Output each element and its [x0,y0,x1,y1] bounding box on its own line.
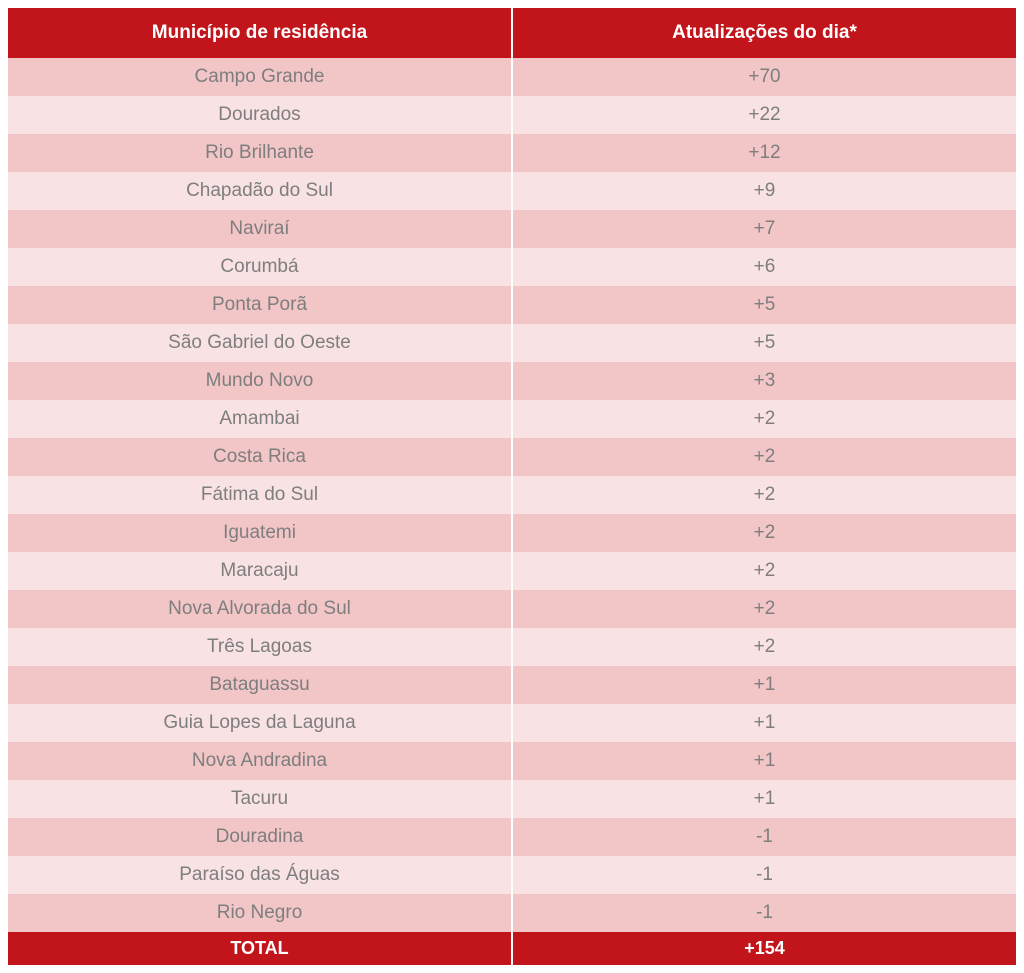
table-row: Três Lagoas+2 [8,628,1016,666]
cell-municipio: Maracaju [8,552,512,590]
cell-atualizacao: +9 [512,172,1016,210]
table-row: Fátima do Sul+2 [8,476,1016,514]
table-row: Nova Alvorada do Sul+2 [8,590,1016,628]
table-row: Tacuru+1 [8,780,1016,818]
cell-municipio: Iguatemi [8,514,512,552]
cell-municipio: Nova Andradina [8,742,512,780]
cell-atualizacao: -1 [512,856,1016,894]
cell-atualizacao: +1 [512,742,1016,780]
cell-atualizacao: +2 [512,476,1016,514]
cell-municipio: Naviraí [8,210,512,248]
cell-municipio: Chapadão do Sul [8,172,512,210]
table-row: Paraíso das Águas-1 [8,856,1016,894]
cell-atualizacao: +1 [512,704,1016,742]
table-footer: TOTAL +154 [8,932,1016,965]
cell-atualizacao: +7 [512,210,1016,248]
cell-municipio: Dourados [8,96,512,134]
table-row: São Gabriel do Oeste+5 [8,324,1016,362]
table-row: Guia Lopes da Laguna+1 [8,704,1016,742]
cell-municipio: Mundo Novo [8,362,512,400]
table-row: Chapadão do Sul+9 [8,172,1016,210]
table-row: Costa Rica+2 [8,438,1016,476]
cell-municipio: Ponta Porã [8,286,512,324]
cell-atualizacao: -1 [512,818,1016,856]
cell-municipio: Rio Brilhante [8,134,512,172]
table-row: Amambai+2 [8,400,1016,438]
cell-atualizacao: +5 [512,286,1016,324]
cell-atualizacao: +2 [512,628,1016,666]
cell-atualizacao: +70 [512,58,1016,96]
table-row: Ponta Porã+5 [8,286,1016,324]
cell-atualizacao: +22 [512,96,1016,134]
table-row: Naviraí+7 [8,210,1016,248]
updates-table: Município de residência Atualizações do … [8,8,1016,965]
footer-label: TOTAL [8,932,512,965]
cell-atualizacao: +2 [512,590,1016,628]
col-header-atualizacoes: Atualizações do dia* [512,8,1016,58]
table-body: Campo Grande+70Dourados+22Rio Brilhante+… [8,58,1016,932]
cell-municipio: Bataguassu [8,666,512,704]
table-row: Corumbá+6 [8,248,1016,286]
cell-atualizacao: +2 [512,552,1016,590]
cell-atualizacao: +3 [512,362,1016,400]
cell-municipio: Guia Lopes da Laguna [8,704,512,742]
cell-municipio: Três Lagoas [8,628,512,666]
table-row: Iguatemi+2 [8,514,1016,552]
cell-atualizacao: +2 [512,400,1016,438]
cell-municipio: Rio Negro [8,894,512,932]
cell-atualizacao: +12 [512,134,1016,172]
cell-municipio: Costa Rica [8,438,512,476]
table-row: Douradina-1 [8,818,1016,856]
cell-municipio: Nova Alvorada do Sul [8,590,512,628]
cell-atualizacao: -1 [512,894,1016,932]
table-row: Rio Brilhante+12 [8,134,1016,172]
table-row: Nova Andradina+1 [8,742,1016,780]
table-header: Município de residência Atualizações do … [8,8,1016,58]
cell-municipio: Amambai [8,400,512,438]
cell-municipio: São Gabriel do Oeste [8,324,512,362]
cell-municipio: Corumbá [8,248,512,286]
cell-municipio: Tacuru [8,780,512,818]
table-row: Campo Grande+70 [8,58,1016,96]
cell-municipio: Fátima do Sul [8,476,512,514]
cell-atualizacao: +1 [512,780,1016,818]
cell-atualizacao: +6 [512,248,1016,286]
cell-municipio: Paraíso das Águas [8,856,512,894]
table-row: Bataguassu+1 [8,666,1016,704]
cell-atualizacao: +2 [512,438,1016,476]
cell-atualizacao: +2 [512,514,1016,552]
footer-value: +154 [512,932,1016,965]
cell-atualizacao: +5 [512,324,1016,362]
cell-atualizacao: +1 [512,666,1016,704]
cell-municipio: Douradina [8,818,512,856]
table-row: Maracaju+2 [8,552,1016,590]
col-header-municipio: Município de residência [8,8,512,58]
cell-municipio: Campo Grande [8,58,512,96]
table-row: Mundo Novo+3 [8,362,1016,400]
table-row: Rio Negro-1 [8,894,1016,932]
table-row: Dourados+22 [8,96,1016,134]
